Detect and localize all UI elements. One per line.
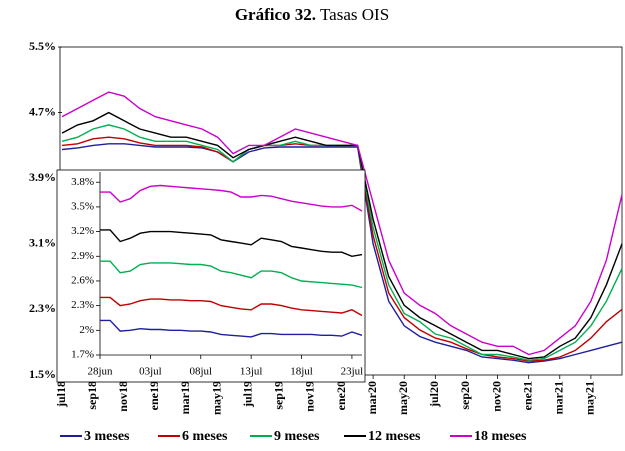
legend-label: 3 meses bbox=[84, 429, 130, 444]
x-tick-label: nov20 bbox=[489, 381, 503, 412]
series-line bbox=[100, 229, 363, 258]
title-label: Gráfico 32. bbox=[235, 5, 316, 24]
x-tick-label: jul20 bbox=[427, 381, 441, 408]
x-tick-label: may20 bbox=[396, 381, 410, 415]
legend-label: 18 meses bbox=[474, 429, 527, 444]
y-tick-label: 2.3% bbox=[29, 301, 56, 315]
y-tick-label: 1.5% bbox=[29, 367, 56, 381]
y-tick-label: 3.9% bbox=[29, 170, 56, 184]
inset-frame bbox=[56, 169, 366, 383]
x-tick-label: 03jul bbox=[139, 366, 162, 378]
series-line bbox=[100, 296, 363, 317]
y-tick-label: 1.7% bbox=[71, 349, 94, 361]
x-tick-label: 08jul bbox=[189, 366, 212, 378]
x-tick-label: sep20 bbox=[458, 381, 472, 410]
y-tick-label: 5.5% bbox=[29, 39, 56, 53]
series-line bbox=[61, 143, 623, 364]
x-tick-label: ene21 bbox=[520, 381, 534, 410]
x-tick-label: sep18 bbox=[85, 381, 99, 410]
x-tick-label: ene20 bbox=[334, 381, 348, 410]
series-line bbox=[61, 111, 623, 360]
x-tick-label: sep19 bbox=[272, 381, 286, 410]
series-line bbox=[100, 184, 363, 212]
y-tick-label: 2.6% bbox=[71, 274, 94, 286]
x-tick-label: 13jul bbox=[240, 366, 263, 378]
legend-label: 9 meses bbox=[274, 429, 320, 444]
legend-label: 6 meses bbox=[182, 429, 228, 444]
title-text: Tasas OIS bbox=[320, 5, 389, 24]
x-tick-label: jul19 bbox=[240, 381, 254, 408]
series-line bbox=[100, 319, 363, 338]
y-tick-label: 2.3% bbox=[71, 299, 94, 311]
x-tick-label: 23jul bbox=[341, 366, 364, 378]
series-line bbox=[100, 260, 363, 289]
y-tick-label: 2.9% bbox=[71, 250, 94, 262]
x-tick-label: mar19 bbox=[178, 381, 192, 414]
x-tick-label: mar20 bbox=[365, 381, 379, 414]
y-tick-label: 3.2% bbox=[71, 225, 94, 237]
y-tick-label: 2% bbox=[79, 324, 94, 336]
x-tick-label: jul18 bbox=[54, 381, 68, 408]
x-tick-label: may21 bbox=[583, 381, 597, 415]
x-tick-label: nov18 bbox=[116, 381, 130, 412]
x-tick-label: mar21 bbox=[552, 381, 566, 414]
x-tick-label: ene19 bbox=[147, 381, 161, 410]
x-tick-label: 28jun bbox=[87, 366, 113, 378]
y-tick-label: 4.7% bbox=[29, 104, 56, 118]
x-tick-label: nov19 bbox=[303, 381, 317, 412]
chart-title: Gráfico 32. Tasas OIS bbox=[235, 5, 389, 24]
y-tick-label: 3.1% bbox=[29, 236, 56, 250]
y-tick-label: 3.8% bbox=[71, 176, 94, 188]
y-tick-label: 3.5% bbox=[71, 200, 94, 212]
x-tick-label: may19 bbox=[209, 381, 223, 415]
series-line bbox=[61, 91, 623, 356]
legend-label: 12 meses bbox=[368, 429, 421, 444]
x-tick-label: 18jul bbox=[290, 366, 313, 378]
